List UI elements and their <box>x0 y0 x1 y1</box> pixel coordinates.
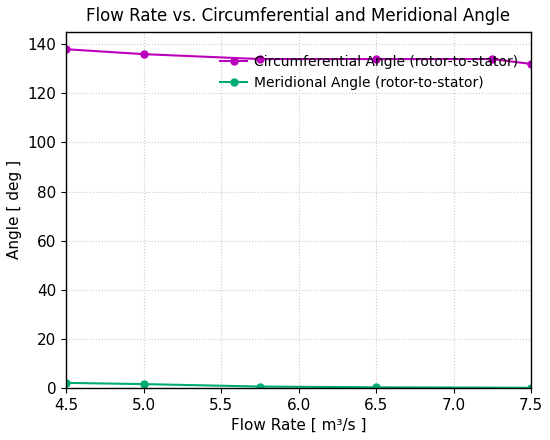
Line: Circumferential Angle (rotor-to-stator): Circumferential Angle (rotor-to-stator) <box>63 46 535 67</box>
Title: Flow Rate vs. Circumferential and Meridional Angle: Flow Rate vs. Circumferential and Meridi… <box>86 7 510 25</box>
Meridional Angle (rotor-to-stator) <box>140 381 147 387</box>
Legend: Circumferential Angle (rotor-to-stator), Meridional Angle (rotor-to-stator): Circumferential Angle (rotor-to-stator),… <box>214 50 524 96</box>
Line: Meridional Angle (rotor-to-stator): Meridional Angle (rotor-to-stator) <box>63 379 535 391</box>
Meridional Angle (rotor-to-stator) <box>63 380 69 385</box>
Meridional Angle (rotor-to-stator) <box>373 385 380 390</box>
Circumferential Angle (rotor-to-stator) <box>256 56 263 62</box>
X-axis label: Flow Rate [ m³/s ]: Flow Rate [ m³/s ] <box>231 418 366 433</box>
Meridional Angle (rotor-to-stator) <box>256 384 263 389</box>
Circumferential Angle (rotor-to-stator) <box>373 56 380 62</box>
Circumferential Angle (rotor-to-stator) <box>63 47 69 52</box>
Y-axis label: Angle [ deg ]: Angle [ deg ] <box>7 160 22 260</box>
Circumferential Angle (rotor-to-stator) <box>140 51 147 57</box>
Circumferential Angle (rotor-to-stator) <box>489 56 496 62</box>
Meridional Angle (rotor-to-stator) <box>527 385 534 390</box>
Circumferential Angle (rotor-to-stator) <box>527 61 534 66</box>
